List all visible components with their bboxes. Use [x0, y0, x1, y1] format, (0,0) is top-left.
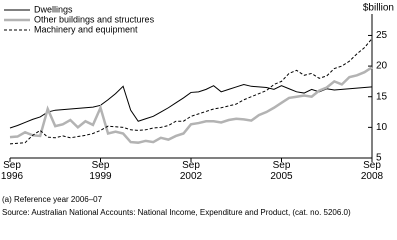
- footnote: (a) Reference year 2006–07: [2, 195, 103, 204]
- source: Source: Australian National Accounts: Na…: [2, 208, 351, 217]
- chart: $billion 5 10 15 20 25 Dwellings Other buildin…: [0, 2, 394, 217]
- series-line: [9, 38, 373, 145]
- series-line: [9, 83, 373, 129]
- y-tick-label: 25: [376, 30, 388, 41]
- x-tick-label: Sep 2008: [360, 160, 384, 182]
- y-axis-label: $billion: [363, 3, 394, 14]
- x-tick-label: Sep 2002: [179, 160, 203, 182]
- x-tick-label: Sep 1999: [89, 160, 112, 182]
- legend-label: Other buildings and structures: [34, 14, 155, 24]
- y-tick-label: 20: [376, 61, 388, 72]
- y-tick-label: 15: [376, 91, 388, 102]
- legend-label: Dwellings: [34, 4, 73, 14]
- x-tick-label: Sep 2005: [270, 160, 293, 182]
- legend-label: Machinery and equipment: [34, 24, 138, 34]
- y-tick-label: 10: [376, 122, 388, 133]
- y-tick-label: 5: [376, 153, 382, 164]
- series-line: [9, 66, 373, 144]
- x-tick-label: Sep 1996: [0, 160, 24, 182]
